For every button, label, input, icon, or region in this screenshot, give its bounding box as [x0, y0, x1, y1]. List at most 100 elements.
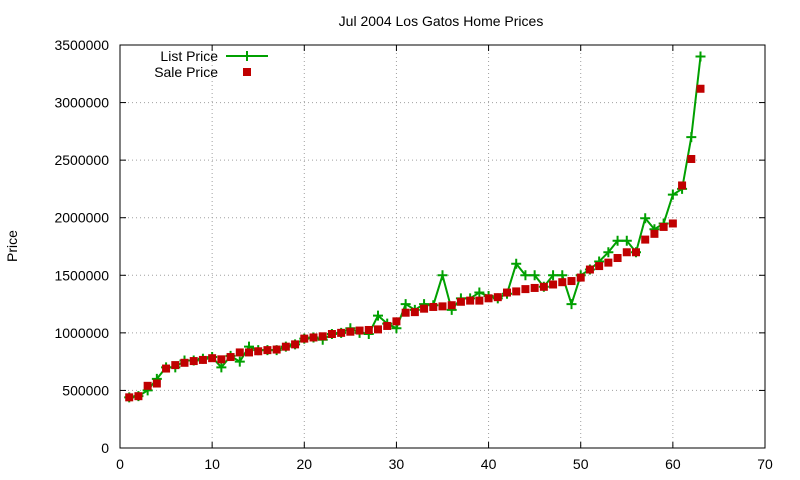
list-price-point	[548, 270, 559, 281]
sale-price-point	[410, 308, 419, 317]
sale-price-point	[263, 346, 272, 355]
sale-price-point	[420, 304, 429, 313]
sale-price-point	[392, 317, 401, 326]
sale-price-point	[383, 321, 392, 330]
sale-price-point	[512, 287, 521, 296]
y-tick-label: 2500000	[54, 152, 109, 168]
list-price-point	[695, 51, 706, 62]
list-price-point	[640, 213, 651, 224]
sale-price-point	[364, 325, 373, 334]
sale-price-point	[466, 296, 475, 305]
sale-price-point	[272, 345, 281, 354]
x-axis: 0 10 20 30 40 50 60 70	[116, 45, 773, 472]
sale-price-point	[659, 222, 668, 231]
list-price-point	[234, 356, 245, 367]
sale-price-point	[558, 278, 567, 287]
sale-price-point	[318, 332, 327, 341]
y-axis: 0 500000 1000000 1500000 2000000 2500000 30000…	[54, 37, 765, 456]
sale-price-point	[291, 340, 300, 349]
sale-price-point	[650, 229, 659, 238]
sale-price-point	[401, 308, 410, 317]
x-tick-label: 70	[757, 456, 773, 472]
sale-price-point	[678, 181, 687, 190]
legend-square-marker	[243, 68, 251, 76]
grid-lines	[120, 45, 765, 448]
sale-price-point	[696, 84, 705, 93]
legend-plus-marker	[242, 51, 252, 61]
list-price-line	[129, 56, 702, 399]
sale-price-point	[189, 357, 198, 366]
x-tick-label: 0	[116, 456, 124, 472]
list-price-point	[511, 258, 522, 269]
sale-price-point	[254, 347, 263, 356]
series-group	[124, 51, 706, 403]
sale-price-point	[484, 294, 493, 303]
x-tick-label: 10	[204, 456, 220, 472]
sale-price-point	[235, 348, 244, 357]
sale-price-point	[346, 327, 355, 336]
sale-price-point	[641, 235, 650, 244]
list-price-point	[566, 299, 577, 310]
sale-price-point	[217, 355, 226, 364]
y-axis-label: Price	[4, 230, 20, 262]
y-tick-label: 3500000	[54, 37, 109, 53]
sale-price-point	[355, 326, 364, 335]
sale-price-point	[438, 302, 447, 311]
sale-price-point	[208, 354, 217, 363]
sale-price-point	[604, 258, 613, 267]
legend-label: Sale Price	[154, 64, 218, 80]
sale-price-point	[585, 265, 594, 274]
x-tick-label: 60	[665, 456, 681, 472]
sale-price-point	[226, 353, 235, 362]
sale-price-point	[447, 301, 456, 310]
list-price-point	[621, 235, 632, 246]
sale-price-point	[300, 334, 309, 343]
sale-price-point	[530, 283, 539, 292]
list-price-point	[686, 132, 697, 143]
y-tick-label: 1000000	[54, 325, 109, 341]
sale-price-point	[595, 262, 604, 271]
sale-price-point	[337, 328, 346, 337]
plot-frame	[119, 44, 766, 449]
sale-price-point	[374, 325, 382, 334]
sale-price-point	[152, 379, 161, 388]
x-tick-label: 20	[296, 456, 312, 472]
sale-price-point	[549, 280, 558, 289]
sale-price-point	[613, 254, 622, 263]
sale-price-point	[198, 355, 207, 364]
legend-label: List Price	[160, 48, 218, 64]
list-price-point	[529, 270, 540, 281]
sale-price-point	[245, 348, 253, 357]
sale-price-point	[503, 288, 511, 297]
sale-price-point	[162, 364, 171, 373]
y-tick-label: 500000	[62, 382, 109, 398]
list-price-point	[216, 362, 227, 373]
sale-price-point	[456, 297, 465, 306]
sale-price-point	[180, 358, 189, 367]
sale-price-point	[567, 277, 576, 286]
sale-price-point	[309, 333, 318, 342]
sale-price-point	[281, 342, 290, 351]
list-price-point	[612, 235, 623, 246]
sale-price-point	[521, 285, 530, 294]
list-price-point	[400, 299, 411, 310]
sale-price-point	[429, 302, 438, 311]
sale-price-point	[327, 330, 336, 339]
list-price-point	[474, 287, 485, 298]
chart-title: Jul 2004 Los Gatos Home Prices	[339, 13, 544, 29]
list-price-point	[667, 189, 678, 200]
sale-price-point	[475, 296, 484, 305]
y-tick-label: 1500000	[54, 267, 109, 283]
sale-price-point	[125, 393, 134, 402]
sale-price-point	[539, 282, 548, 291]
list-price-point	[373, 310, 383, 321]
sale-price-point	[143, 381, 152, 390]
x-tick-label: 40	[481, 456, 497, 472]
list-price-point	[520, 270, 531, 281]
sale-price-point	[668, 219, 677, 228]
sale-price-point	[622, 248, 631, 257]
x-tick-label: 50	[573, 456, 589, 472]
list-price-point	[603, 247, 614, 258]
